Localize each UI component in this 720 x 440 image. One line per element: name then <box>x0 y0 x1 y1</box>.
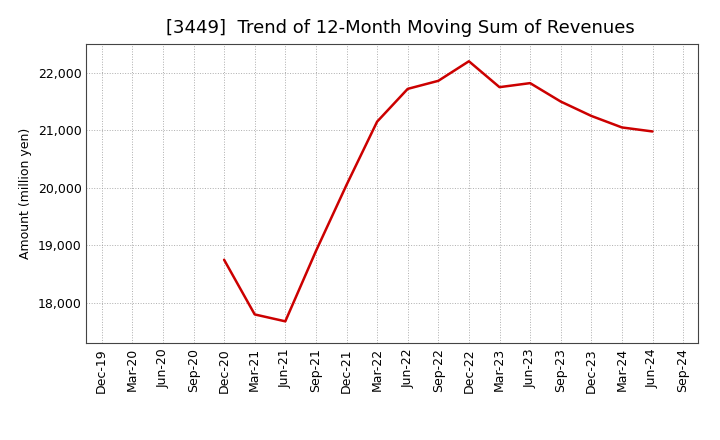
Y-axis label: Amount (million yen): Amount (million yen) <box>19 128 32 259</box>
Text: [3449]  Trend of 12-Month Moving Sum of Revenues: [3449] Trend of 12-Month Moving Sum of R… <box>166 19 635 37</box>
